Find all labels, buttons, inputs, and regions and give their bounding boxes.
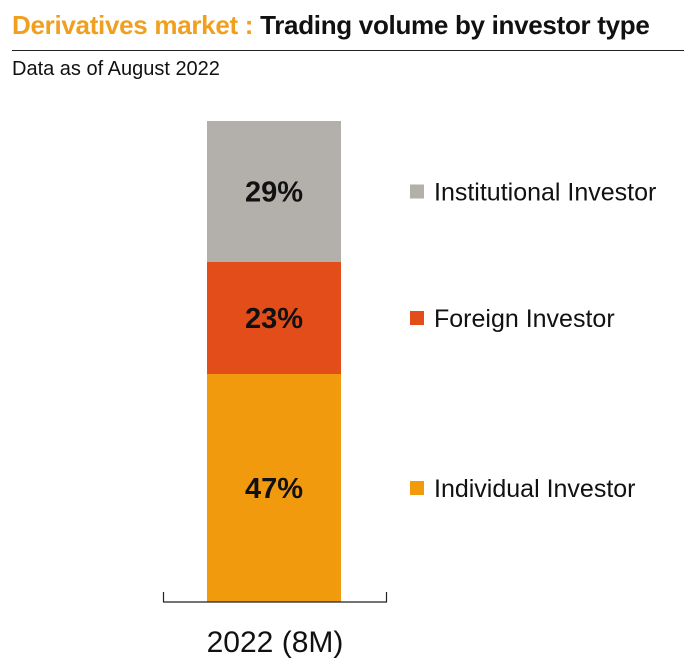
legend-swatch-institutional-investor xyxy=(410,184,424,199)
legend-label-foreign-investor: Foreign Investor xyxy=(434,305,615,333)
legend-label-individual-investor: Individual Investor xyxy=(434,475,636,503)
x-tick-label: 2022 (8M) xyxy=(207,626,344,659)
legend-swatch-foreign-investor xyxy=(410,311,424,325)
data-label-institutional-investor: 29% xyxy=(245,177,303,209)
chart-title: Derivatives market : Trading volume by i… xyxy=(12,10,650,41)
title-divider xyxy=(12,50,684,51)
bar-segment-foreign-investor xyxy=(207,262,341,374)
data-label-foreign-investor: 23% xyxy=(245,303,303,335)
chart-title-prefix: Derivatives market : xyxy=(12,10,261,40)
data-label-individual-investor: 47% xyxy=(245,473,303,505)
chart-title-main: Trading volume by investor type xyxy=(260,10,650,40)
bar-segment-individual-investor xyxy=(207,374,341,602)
legend-label-institutional-investor: Institutional Investor xyxy=(434,179,656,207)
chart-subtitle: Data as of August 2022 xyxy=(12,58,220,80)
bar-segment-institutional-investor xyxy=(207,121,341,262)
legend-swatch-individual-investor xyxy=(410,481,424,495)
